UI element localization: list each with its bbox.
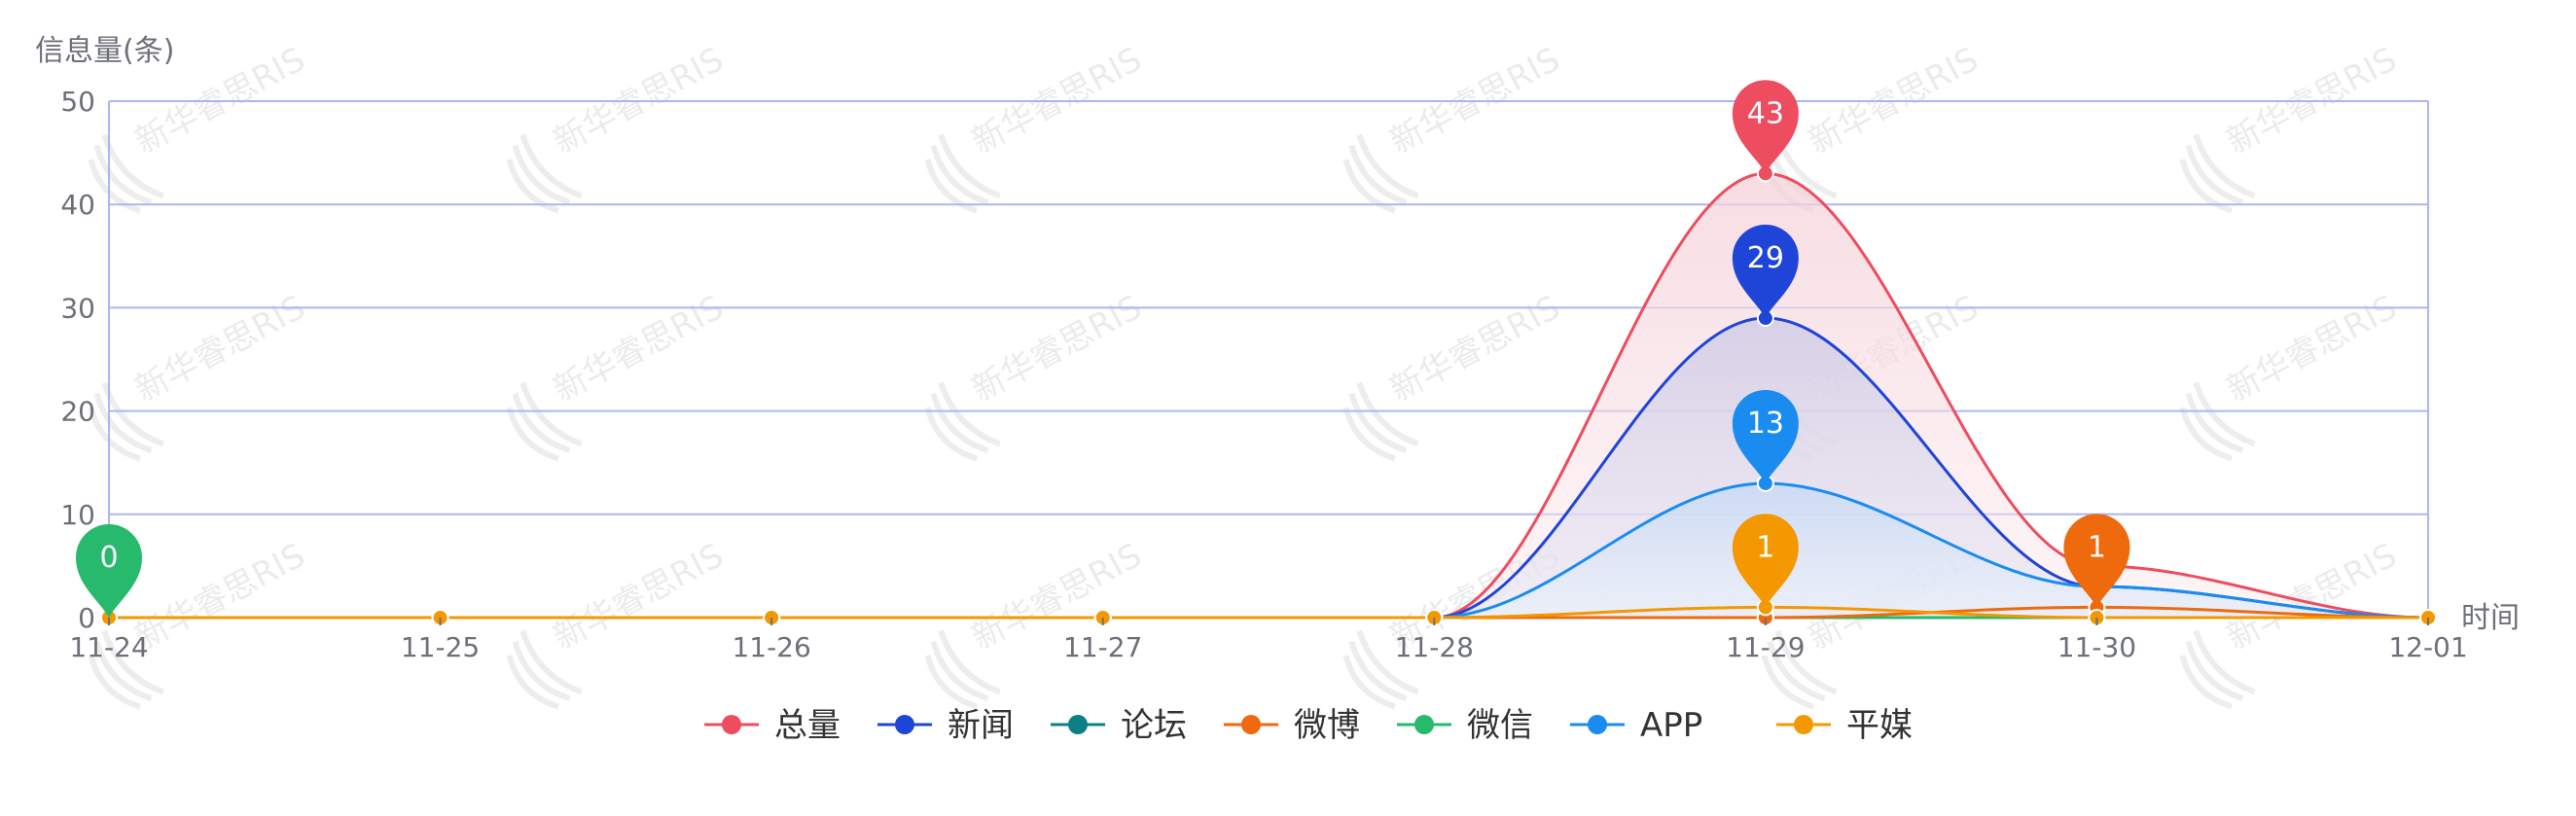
marker-label: 29 — [1747, 241, 1784, 275]
pin-marker-icon — [1732, 514, 1799, 608]
value-marker-news: 29 — [1732, 225, 1799, 319]
value-marker-print: 1 — [1732, 514, 1799, 608]
watermark-text: 新华睿思RIS — [128, 536, 311, 657]
value-marker-total: 43 — [1732, 80, 1799, 174]
series-line-print — [109, 605, 2428, 620]
watermark-emblem-icon — [506, 381, 583, 462]
x-tick-label: 11-27 — [1063, 631, 1142, 663]
x-tick-label: 11-24 — [69, 631, 148, 663]
legend-dot-icon — [1241, 715, 1261, 734]
watermark-tile: 新华睿思RIS — [924, 536, 1148, 710]
watermark-emblem-icon — [506, 629, 583, 710]
x-tick-label: 11-28 — [1395, 631, 1474, 663]
watermark-emblem-icon — [2179, 629, 2256, 710]
watermark-text: 新华睿思RIS — [965, 288, 1148, 409]
legend-label: 微信 — [1467, 706, 1533, 745]
legend-dot-icon — [1068, 715, 1088, 734]
marker-label: 0 — [99, 541, 118, 575]
legend-label: 微博 — [1294, 706, 1360, 745]
value-marker-wechat: 0 — [76, 524, 142, 618]
pin-marker-icon — [2063, 514, 2130, 608]
legend-label: APP — [1640, 706, 1702, 745]
x-tick-label: 11-29 — [1726, 631, 1805, 663]
marker-label: 1 — [1756, 530, 1774, 564]
marker-label: 1 — [2088, 530, 2106, 564]
x-tick-label: 12-01 — [2388, 631, 2467, 663]
legend-dot-icon — [722, 715, 741, 734]
legend-item-weibo[interactable]: 微博 — [1224, 706, 1360, 745]
legend-dot-icon — [895, 715, 914, 734]
watermark-emblem-icon — [1342, 381, 1419, 462]
area-fills — [109, 173, 2428, 618]
y-axis-title: 信息量(条) — [35, 34, 174, 68]
value-markers: 43 29 13 1 1 0 — [76, 80, 2130, 618]
legend-item-wechat[interactable]: 微信 — [1397, 706, 1533, 745]
watermark-tile: 新华睿思RIS — [924, 288, 1148, 462]
watermark-text: 新华睿思RIS — [547, 288, 730, 409]
watermark-emblem-icon — [924, 133, 1001, 214]
legend-dot-icon — [1794, 715, 1813, 734]
y-tick-label: 50 — [60, 86, 95, 118]
y-tick-label: 10 — [60, 499, 95, 531]
pin-marker-icon — [76, 524, 142, 618]
watermark-emblem-icon — [2179, 381, 2256, 462]
watermark-tile: 新华睿思RIS — [1342, 40, 1566, 214]
x-tick-label: 11-25 — [401, 631, 480, 663]
value-marker-app: 13 — [1732, 389, 1799, 483]
watermark-emblem-icon — [1342, 133, 1419, 214]
pin-marker-icon — [1732, 225, 1799, 319]
area-fill-app — [109, 482, 2428, 618]
legend-label: 总量 — [774, 706, 841, 745]
data-points — [100, 164, 2437, 626]
legend-item-forum[interactable]: 论坛 — [1051, 706, 1187, 745]
legend: 总量 新闻 论坛 微博 微信 APP 平媒 — [704, 706, 1913, 745]
watermark-tile: 新华睿思RIS — [2179, 288, 2403, 462]
watermark-tile: 新华睿思RIS — [2179, 536, 2403, 710]
y-tick-label: 20 — [60, 396, 95, 428]
series-lines — [109, 171, 2429, 620]
legend-item-print[interactable]: 平媒 — [1776, 706, 1913, 745]
y-tick-label: 0 — [78, 602, 95, 634]
watermark-text: 新华睿思RIS — [2220, 288, 2403, 409]
watermark-text: 新华睿思RIS — [547, 536, 730, 657]
watermark-emblem-icon — [1761, 629, 1838, 710]
x-tick-label: 11-26 — [732, 631, 810, 663]
watermark-emblem-icon — [88, 629, 164, 710]
y-tick-label: 30 — [60, 292, 95, 324]
watermark-tile: 新华睿思RIS — [1342, 288, 1566, 462]
watermark-tile: 新华睿思RIS — [2179, 40, 2403, 214]
legend-dot-icon — [1414, 715, 1434, 734]
value-marker-weibo: 1 — [2063, 514, 2130, 608]
x-axis-title: 时间 — [2461, 601, 2520, 635]
marker-label: 13 — [1747, 407, 1784, 441]
marker-label: 43 — [1747, 96, 1784, 130]
legend-label: 平媒 — [1846, 706, 1913, 745]
legend-dot-icon — [1588, 715, 1607, 734]
legend-label: 新闻 — [948, 706, 1014, 745]
watermark-tile: 新华睿思RIS — [506, 288, 730, 462]
watermark-emblem-icon — [2179, 133, 2256, 214]
watermark-tile: 新华睿思RIS — [88, 288, 311, 462]
watermark-emblem-icon — [1342, 629, 1419, 710]
watermark-text: 新华睿思RIS — [1383, 288, 1566, 409]
watermark-text: 新华睿思RIS — [128, 288, 311, 409]
watermark-tile: 新华睿思RIS — [506, 536, 730, 710]
legend-item-news[interactable]: 新闻 — [877, 706, 1014, 745]
watermark-tile: 新华睿思RIS — [506, 40, 730, 214]
x-tick-label: 11-30 — [2057, 631, 2136, 663]
legend-label: 论坛 — [1121, 706, 1187, 745]
watermark-emblem-icon — [506, 133, 583, 214]
legend-item-total[interactable]: 总量 — [704, 706, 841, 745]
watermark-emblem-icon — [924, 629, 1001, 710]
y-tick-label: 40 — [60, 189, 95, 221]
pin-marker-icon — [1732, 389, 1799, 483]
pin-marker-icon — [1732, 80, 1799, 174]
watermark-tile: 新华睿思RIS — [924, 40, 1148, 214]
legend-item-app[interactable]: APP — [1570, 706, 1702, 745]
watermark-emblem-icon — [924, 381, 1001, 462]
